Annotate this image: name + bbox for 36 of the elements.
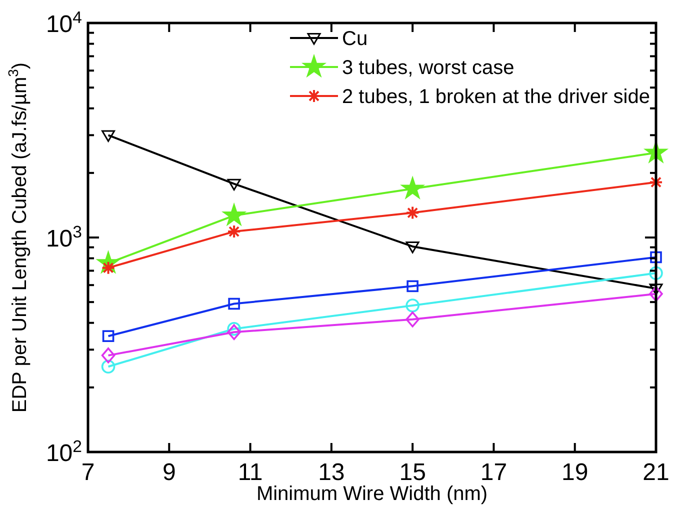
- point: [228, 298, 240, 310]
- legend-label: 3 tubes, worst case: [342, 57, 514, 79]
- point: [406, 312, 420, 328]
- point: [227, 324, 241, 340]
- x-axis-title: Minimum Wire Width (nm): [256, 483, 488, 505]
- point: [649, 175, 663, 190]
- point: [227, 178, 241, 191]
- point: [649, 266, 663, 280]
- point: [101, 360, 116, 374]
- point: [401, 176, 424, 199]
- legend-label: 2 tubes, 1 broken at the driver side: [342, 86, 650, 108]
- y-tick-label: 10$^{4}$: [46, 8, 82, 38]
- x-tick-label: 19: [562, 459, 588, 486]
- point: [406, 206, 420, 220]
- x-tick-label: 17: [480, 459, 508, 486]
- point: [102, 130, 116, 142]
- legend-label: Cu: [342, 28, 368, 50]
- point: [649, 284, 663, 296]
- point: [222, 203, 246, 226]
- point: [102, 330, 114, 342]
- x-tick-label: 7: [81, 459, 95, 486]
- x-tick-label: 21: [642, 459, 670, 486]
- point: [650, 251, 662, 264]
- x-tick-label: 13: [318, 459, 345, 486]
- x-tick-label: 11: [238, 459, 263, 486]
- point: [406, 298, 420, 312]
- point: [649, 286, 663, 302]
- point: [406, 280, 418, 292]
- y-tick-label: 10$^{2}$: [46, 436, 82, 467]
- point: [227, 322, 241, 336]
- point: [406, 242, 420, 254]
- x-tick-label: 15: [399, 459, 426, 486]
- y-tick-label: 10$^{3}$: [46, 222, 82, 252]
- point: [101, 348, 116, 364]
- point: [227, 224, 242, 239]
- x-tick-label: 9: [162, 459, 176, 486]
